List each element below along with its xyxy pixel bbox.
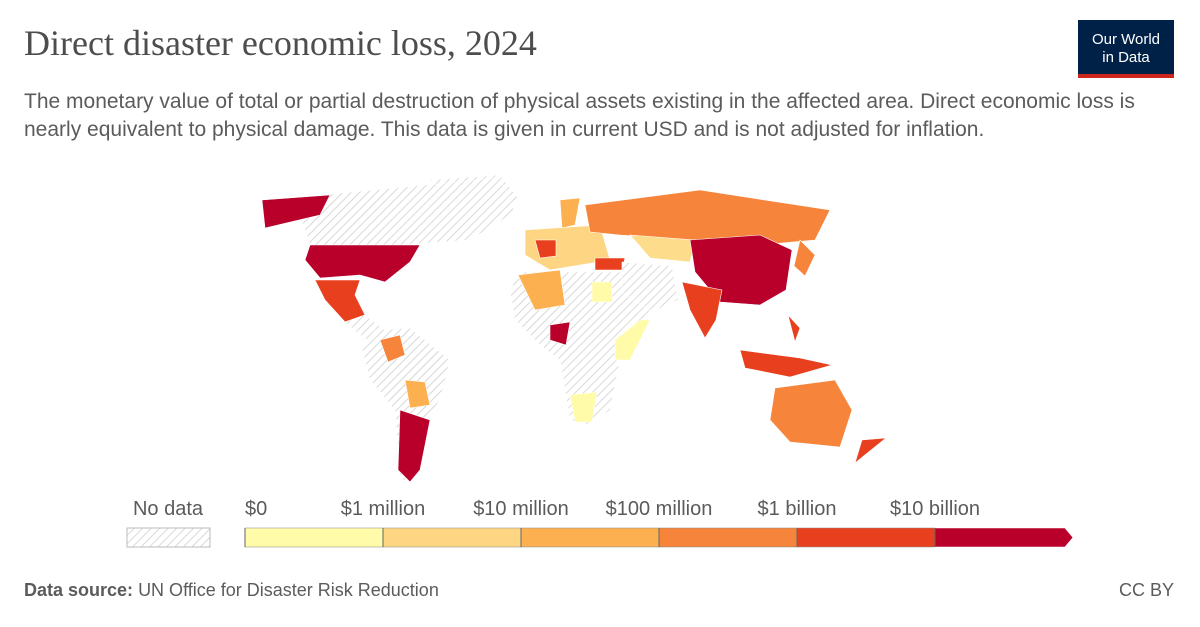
legend-bin	[520, 527, 660, 548]
source-text: UN Office for Disaster Risk Reduction	[138, 580, 439, 600]
legend-bin	[244, 527, 384, 548]
country	[621, 261, 679, 313]
country	[379, 334, 406, 363]
country	[591, 281, 613, 303]
country	[304, 244, 421, 283]
legend-tick-label: $100 million	[606, 498, 713, 520]
subtitle: The monetary value of total or partial d…	[24, 90, 1135, 141]
source: Data source: UN Office for Disaster Risk…	[24, 580, 439, 601]
title: Direct disaster economic loss, 2024	[24, 23, 537, 63]
country	[681, 281, 723, 339]
country	[314, 279, 366, 323]
country	[854, 437, 887, 464]
country	[569, 391, 598, 423]
legend-bin	[796, 527, 936, 548]
legend-tick-label: $0	[245, 498, 267, 520]
country	[769, 379, 853, 448]
legend-tick-label: $10 billion	[890, 498, 980, 520]
license: CC BY	[1118, 580, 1174, 600]
country	[614, 319, 651, 361]
countries	[261, 174, 887, 483]
legend-no-data-label: No data	[133, 498, 204, 520]
logo[interactable]: Our World in Data	[1078, 20, 1174, 78]
country	[517, 269, 566, 311]
country	[629, 234, 696, 263]
legend-no-data-swatch	[126, 527, 211, 548]
legend-bin	[934, 527, 1074, 548]
country	[524, 224, 611, 271]
legend-bin	[382, 527, 522, 548]
legend: No data $0 $1 million $10 million $100 mill…	[126, 498, 1074, 548]
country	[397, 409, 431, 483]
country	[404, 379, 431, 409]
legend-tick-label: $10 million	[473, 498, 569, 520]
country	[689, 234, 793, 306]
country	[559, 197, 581, 229]
legend-tick-label: $1 billion	[758, 498, 837, 520]
country	[584, 189, 831, 246]
country	[299, 177, 516, 246]
country	[793, 239, 816, 277]
country	[549, 321, 571, 346]
country	[594, 257, 626, 271]
logo-line: Our World	[1091, 31, 1161, 48]
source-label: Data source:	[24, 580, 134, 600]
country	[534, 239, 557, 259]
country	[787, 314, 801, 344]
country	[739, 349, 833, 378]
legend-bin	[658, 527, 798, 548]
country	[261, 194, 331, 229]
legend-tick-label: $1 million	[341, 498, 425, 520]
logo-line: in Data	[1102, 49, 1150, 66]
